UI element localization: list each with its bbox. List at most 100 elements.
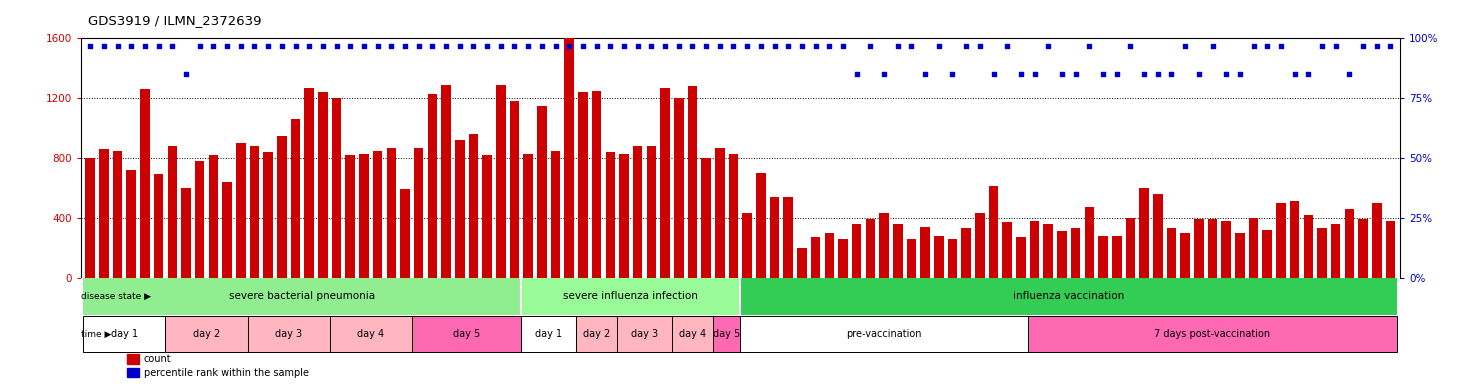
Point — [831, 43, 855, 49]
Bar — [249, 146, 259, 278]
Point — [1214, 71, 1237, 77]
Bar — [592, 91, 601, 278]
Bar — [277, 136, 287, 278]
Point — [995, 43, 1019, 49]
Bar — [126, 368, 139, 377]
Point — [1050, 71, 1073, 77]
Point — [941, 71, 965, 77]
Bar — [783, 197, 793, 278]
Text: severe bacterial pneumonia: severe bacterial pneumonia — [229, 291, 375, 301]
Point — [421, 43, 444, 49]
Bar — [617, 316, 671, 352]
Text: influenza vaccination: influenza vaccination — [1013, 291, 1124, 301]
Point — [639, 43, 663, 49]
Point — [1105, 71, 1129, 77]
Point — [1064, 71, 1088, 77]
Bar — [756, 173, 765, 278]
Point — [339, 43, 362, 49]
Bar — [1057, 231, 1067, 278]
Bar — [988, 186, 998, 278]
Bar — [1070, 228, 1080, 278]
Bar — [413, 147, 424, 278]
Bar — [469, 134, 478, 278]
Point — [434, 43, 457, 49]
Point — [613, 43, 636, 49]
Text: day 5: day 5 — [453, 329, 481, 339]
Bar — [576, 316, 617, 352]
Bar — [701, 158, 711, 278]
Point — [216, 43, 239, 49]
Bar — [1180, 233, 1190, 278]
Point — [311, 43, 334, 49]
Bar — [1236, 233, 1245, 278]
Point — [133, 43, 157, 49]
Point — [79, 43, 103, 49]
Point — [1270, 43, 1293, 49]
Bar — [1016, 237, 1026, 278]
Point — [380, 43, 403, 49]
Point — [298, 43, 321, 49]
Point — [92, 43, 116, 49]
Point — [885, 43, 909, 49]
Bar — [1193, 219, 1204, 278]
Bar — [1029, 221, 1039, 278]
Bar — [1331, 224, 1340, 278]
Bar — [1385, 221, 1396, 278]
Bar — [84, 278, 522, 315]
Bar — [359, 154, 369, 278]
Point — [490, 43, 513, 49]
Bar — [290, 119, 301, 278]
Bar — [387, 147, 396, 278]
Bar — [236, 143, 245, 278]
Bar — [113, 151, 122, 278]
Bar — [331, 98, 342, 278]
Point — [1009, 71, 1032, 77]
Bar — [564, 38, 575, 278]
Bar — [126, 170, 136, 278]
Bar — [1277, 203, 1286, 278]
Point — [462, 43, 485, 49]
Point — [1201, 43, 1224, 49]
Text: day 3: day 3 — [630, 329, 658, 339]
Bar — [182, 188, 191, 278]
Point — [968, 43, 991, 49]
Text: day 2: day 2 — [583, 329, 610, 339]
Point — [818, 43, 841, 49]
Text: day 1: day 1 — [535, 329, 563, 339]
Point — [202, 43, 226, 49]
Point — [982, 71, 1006, 77]
Point — [1365, 43, 1388, 49]
Bar — [510, 101, 519, 278]
Text: day 2: day 2 — [194, 329, 220, 339]
Point — [449, 43, 472, 49]
Point — [243, 43, 267, 49]
Point — [749, 43, 773, 49]
Text: day 1: day 1 — [111, 329, 138, 339]
Point — [1242, 43, 1265, 49]
Point — [803, 43, 827, 49]
Point — [680, 43, 704, 49]
Point — [1173, 43, 1196, 49]
Point — [1036, 43, 1060, 49]
Bar — [126, 354, 139, 364]
Point — [475, 43, 498, 49]
Point — [1187, 71, 1211, 77]
Bar — [729, 154, 739, 278]
Bar — [1344, 209, 1355, 278]
Point — [736, 43, 759, 49]
Text: GDS3919 / ILMN_2372639: GDS3919 / ILMN_2372639 — [88, 14, 261, 27]
Point — [1160, 71, 1183, 77]
Bar — [1208, 219, 1217, 278]
Point — [557, 43, 581, 49]
Point — [927, 43, 950, 49]
Text: day 5: day 5 — [712, 329, 740, 339]
Bar — [852, 224, 862, 278]
Point — [229, 43, 252, 49]
Text: severe influenza infection: severe influenza infection — [563, 291, 698, 301]
Bar — [441, 85, 452, 278]
Point — [393, 43, 416, 49]
Point — [531, 43, 554, 49]
Bar — [975, 214, 985, 278]
Bar — [166, 316, 248, 352]
Point — [257, 43, 280, 49]
